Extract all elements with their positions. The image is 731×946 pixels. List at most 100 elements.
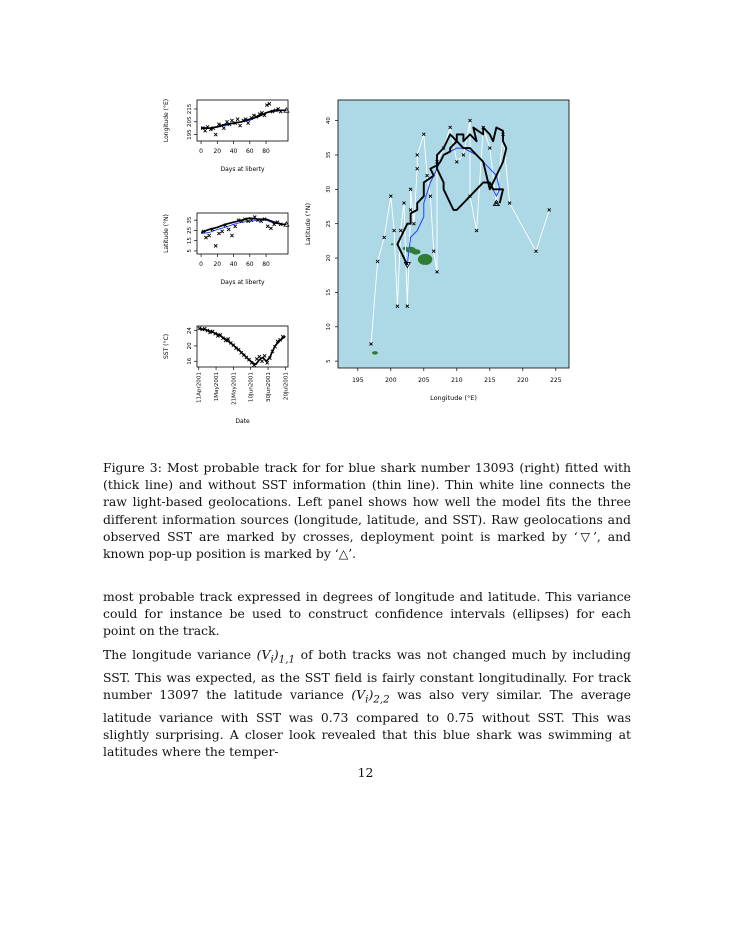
map-xtick-label: 210 [451, 377, 463, 384]
map-xtick-label: 215 [484, 377, 496, 384]
xtick-label: 80 [262, 148, 270, 155]
observation-cross [265, 224, 270, 229]
geolocation-cross [435, 269, 439, 274]
popup-marker [283, 107, 290, 113]
observation-cross [272, 222, 277, 227]
observation-cross [217, 231, 221, 236]
ytick-label: 20 [187, 342, 193, 349]
xtick-label: 60 [246, 261, 254, 268]
observation-cross [262, 353, 267, 358]
observation-cross [275, 220, 280, 225]
geolocation-cross [398, 228, 403, 233]
observation-cross [226, 337, 231, 341]
observation-cross [269, 226, 273, 231]
observation-cross [267, 101, 272, 106]
geolocation-cross [468, 118, 472, 123]
popup-marker [283, 221, 290, 227]
observation-cross [278, 337, 283, 342]
observation-cross [257, 354, 262, 359]
observation-cross [270, 349, 275, 354]
map-ytick-label: 20 [326, 254, 332, 261]
observation-cross [233, 121, 238, 125]
observation-cross [223, 338, 228, 343]
observation-cross [221, 126, 226, 131]
thick-track-line [396, 126, 508, 266]
geolocation-cross [534, 249, 538, 253]
observation-cross [249, 218, 254, 223]
geolocation-cross [428, 194, 433, 199]
geolocation-cross [481, 125, 486, 130]
map-ytick-label: 30 [326, 185, 332, 192]
observation-cross [223, 223, 228, 228]
observation-cross [252, 363, 257, 368]
observation-cross [252, 215, 257, 220]
observation-cross [230, 233, 234, 238]
observation-cross [201, 229, 206, 234]
observation-cross [210, 227, 215, 232]
geolocation-cross [405, 304, 410, 308]
x-axis-label: Days at liberty [220, 279, 264, 286]
geolocation-cross [507, 201, 512, 205]
geolocation-cross [408, 208, 413, 212]
observation-cross [202, 326, 207, 331]
observation-cross [260, 359, 264, 364]
observation-cross [256, 218, 260, 223]
math-latitude-variance: (Vi)2,2 [351, 686, 390, 706]
geolocation-cross [408, 187, 413, 192]
paragraph-1: most probable track expressed in degrees… [103, 589, 631, 639]
observation-cross [226, 227, 231, 232]
observation-cross [230, 118, 234, 123]
observation-cross [213, 243, 218, 248]
page-number: 12 [357, 765, 374, 780]
map-ytick-label: 10 [326, 323, 332, 330]
geolocation-cross [448, 125, 453, 130]
x-axis-label: Date [235, 418, 250, 425]
geolocation-cross [421, 132, 426, 137]
observation-cross [205, 328, 210, 333]
observation-cross [262, 113, 267, 118]
xtick-label: 20 [213, 148, 221, 155]
geolocation-cross [461, 153, 466, 157]
x-axis-label: Days at liberty [220, 166, 264, 173]
observation-cross [246, 121, 251, 125]
xtick-label: 20 [213, 261, 221, 268]
map-ytick-label: 5 [326, 359, 332, 363]
ytick-label: 15 [187, 237, 193, 244]
observation-cross [273, 344, 277, 349]
y-axis-label: Latitude (°N) [163, 214, 170, 253]
figure-3: 195 205 215 0 20 40 60 80 Days at liberty Longitu… [150, 90, 580, 430]
observation-cross [234, 346, 238, 351]
paragraph-2-part-c: was also very similar. The average latit… [103, 686, 631, 759]
island [371, 351, 378, 355]
observation-cross [236, 218, 241, 223]
ytick-label: 25 [187, 226, 193, 233]
observation-cross [217, 122, 221, 127]
observation-cross [273, 108, 278, 113]
paragraph-2-part-a: The longitude variance [103, 647, 257, 662]
geolocation-cross [375, 259, 380, 264]
observation-cross [238, 123, 242, 128]
observation-cross [243, 217, 247, 222]
geolocation-cross [395, 304, 400, 308]
observation-cross [213, 132, 218, 137]
geolocation-cross [382, 235, 387, 240]
observation-cross [239, 219, 244, 224]
panel-frame-1 [196, 99, 289, 142]
observation-cross [259, 219, 264, 224]
geolocation-cross [487, 146, 492, 150]
observation-cross [267, 356, 272, 361]
deployment-marker [403, 262, 411, 269]
ytick-label: 195 [187, 129, 193, 140]
map-ytick-label: 35 [326, 151, 332, 158]
figure-caption: Figure 3: Most probable track for for bl… [103, 460, 631, 562]
geolocation-cross [468, 194, 472, 199]
observation-cross [246, 219, 251, 224]
map-xtick-label: 220 [517, 377, 529, 384]
geolocation-cross [388, 194, 393, 199]
observation-cross [264, 103, 269, 108]
popup-marker [492, 199, 501, 206]
geolocation-cross [415, 166, 420, 171]
xtick-label: 11Apr2001 [197, 372, 203, 403]
xtick-label: 0 [199, 148, 203, 155]
island [417, 253, 433, 265]
